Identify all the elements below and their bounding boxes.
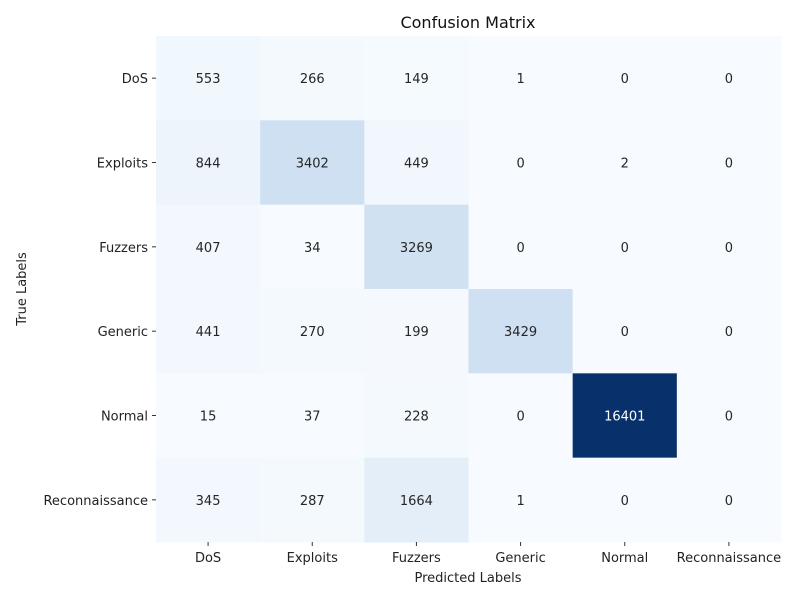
heatmap-cell [156, 36, 261, 121]
heatmap-cell [260, 457, 365, 543]
heatmap-cell [260, 120, 365, 206]
cell-value-label: 0 [725, 157, 733, 172]
cell-value-label: 345 [196, 494, 221, 509]
heatmap-cell [364, 457, 469, 543]
heatmap-cell [156, 204, 261, 290]
cell-value-label: 0 [621, 494, 629, 509]
heatmap-cell [468, 373, 574, 459]
heatmap-cell [156, 289, 261, 374]
x-tick-label: Generic [495, 551, 545, 566]
cell-value-label: 407 [196, 241, 221, 256]
heatmap-cell [676, 457, 782, 543]
x-axis-label: Predicted Labels [414, 571, 521, 586]
cell-value-label: 0 [725, 410, 733, 425]
cell-value-label: 0 [516, 410, 524, 425]
cell-value-label: 449 [404, 157, 429, 172]
cell-value-label: 266 [300, 72, 325, 87]
heatmap-cell [676, 36, 782, 121]
heatmap-cell [572, 120, 678, 206]
heatmap-cell [572, 204, 678, 290]
heatmap-cell [260, 289, 365, 374]
heatmap-cell [364, 120, 469, 206]
cell-value-label: 3402 [296, 157, 329, 172]
heatmap-cell [468, 36, 574, 121]
cell-value-label: 3429 [504, 325, 537, 340]
heatmap-cell [156, 373, 261, 459]
heatmap-cell [572, 457, 678, 543]
cell-value-label: 15 [200, 410, 217, 425]
cell-value-label: 34 [304, 241, 321, 256]
heatmap-cell [572, 289, 678, 374]
cell-value-label: 0 [621, 72, 629, 87]
heatmap-cell [260, 373, 365, 459]
y-axis-ticks: DoS Exploits Fuzzers Generic Normal Reconnais… [43, 72, 156, 509]
y-tick-label: Exploits [97, 157, 148, 172]
heatmap-cell [156, 120, 261, 206]
x-tick-label: DoS [195, 551, 221, 566]
cell-value-label: 199 [404, 325, 429, 340]
y-axis-label: True Labels [15, 252, 30, 327]
cell-value-label: 553 [196, 72, 221, 87]
cell-value-label: 0 [621, 241, 629, 256]
heatmap-cell [572, 373, 678, 459]
cell-value-label: 0 [725, 325, 733, 340]
cell-value-label: 0 [516, 241, 524, 256]
cell-value-label: 1 [516, 494, 524, 509]
cell-value-label: 844 [196, 157, 221, 172]
heatmap-cell [260, 36, 365, 121]
y-tick-label: Generic [98, 325, 148, 340]
heatmap-cell [260, 204, 365, 290]
cell-value-label: 0 [725, 494, 733, 509]
y-tick-label: Fuzzers [99, 241, 148, 256]
y-tick-label: DoS [122, 72, 148, 87]
heatmap-cell [364, 373, 469, 459]
heatmap-cells: 553 266 149 1 0 0 844 3402 449 0 2 0 407 34 3269 0 0 0 441… [156, 36, 782, 543]
heatmap-cell [468, 120, 574, 206]
heatmap-cell [468, 289, 574, 374]
chart-title: Confusion Matrix [400, 13, 535, 32]
heatmap-cell [676, 289, 782, 374]
cell-value-label: 0 [516, 157, 524, 172]
cell-value-label: 270 [300, 325, 325, 340]
y-tick-label: Normal [101, 410, 148, 425]
cell-value-label: 3269 [400, 241, 433, 256]
cell-value-label: 16401 [604, 410, 645, 425]
cell-value-label: 228 [404, 410, 429, 425]
heatmap-cell [156, 457, 261, 543]
cell-value-label: 1 [516, 72, 524, 87]
cell-value-label: 37 [304, 410, 321, 425]
x-tick-label: Normal [601, 551, 648, 566]
x-tick-label: Reconnaissance [677, 551, 782, 566]
heatmap-cell [676, 204, 782, 290]
cell-value-label: 0 [725, 72, 733, 87]
heatmap-cell [468, 457, 574, 543]
cell-value-label: 2 [621, 157, 629, 172]
heatmap-cell [364, 204, 469, 290]
x-axis-ticks: DoS Exploits Fuzzers Generic Normal Reconnais… [195, 542, 781, 566]
x-tick-label: Fuzzers [392, 551, 441, 566]
heatmap-cell [468, 204, 574, 290]
x-tick-label: Exploits [287, 551, 338, 566]
heatmap-cell [364, 36, 469, 121]
heatmap-cell [676, 373, 782, 459]
cell-value-label: 1664 [400, 494, 433, 509]
y-tick-label: Reconnaissance [43, 494, 148, 509]
cell-value-label: 149 [404, 72, 429, 87]
heatmap-cell [572, 36, 678, 121]
cell-value-label: 441 [196, 325, 221, 340]
cell-value-label: 0 [725, 241, 733, 256]
heatmap-cell [676, 120, 782, 206]
heatmap-cell [364, 289, 469, 374]
cell-value-label: 0 [621, 325, 629, 340]
cell-value-label: 287 [300, 494, 325, 509]
